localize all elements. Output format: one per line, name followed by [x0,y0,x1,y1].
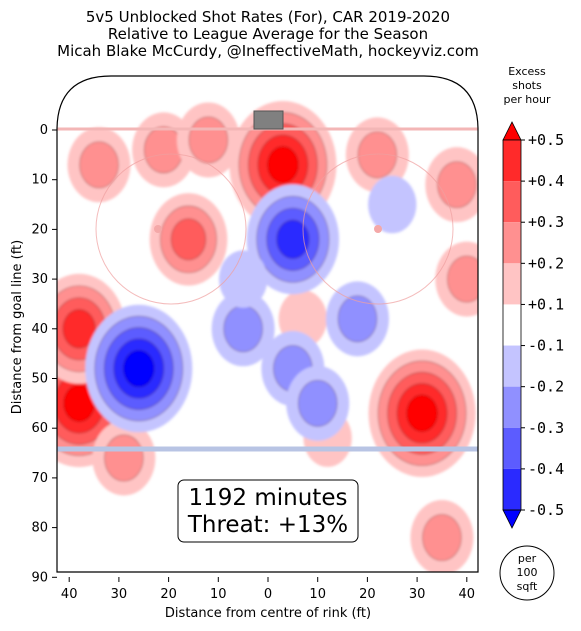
heatmap-contour [79,141,119,189]
heatmap-blobs [57,101,478,572]
plot-area [57,76,478,572]
unit-badge: per 100 sqft [499,545,555,601]
colorbar-band [503,263,521,305]
colorbar-title: Excess shots per hour [504,65,551,106]
y-tick-label: 40 [31,322,48,337]
heatmap-contour [357,131,398,179]
colorbar-band [503,181,521,223]
x-tick-label: 20 [160,587,177,602]
colorbar-min-arrow [502,509,522,529]
minutes-text: 1192 minutes [189,485,348,511]
colorbar-title-line-3: per hour [504,93,551,106]
threat-text: Threat: +13% [187,512,348,538]
colorbar-title-line-1: Excess [508,65,546,78]
heatmap-contour [104,434,144,482]
left-faceoff-circle [95,153,247,305]
x-tick-label: 10 [210,587,227,602]
colorbar-tick-label: -0.5 [528,501,564,519]
x-tick-label: 40 [61,587,78,602]
title-line-1: 5v5 Unblocked Shot Rates (For), CAR 2019… [86,8,450,26]
heatmap-contour [219,250,268,308]
y-axis-label: Distance from goal line (ft) [10,240,25,414]
colorbar-frame [502,139,522,511]
unit-circle [499,545,555,601]
colorbar-band [503,140,521,182]
right-faceoff-circle [302,153,454,305]
heatmap-contour [437,161,477,209]
unit-line-2: 100 [517,566,538,579]
y-axis-ticks: 0 10 20 30 40 50 60 70 80 90 [31,123,57,585]
colorbar-band [503,304,521,346]
y-tick-label: 70 [31,471,48,486]
y-tick-label: 60 [31,421,48,436]
heatmap-contour [123,349,155,388]
colorbar-band [503,427,521,469]
x-axis-label: Distance from centre of rink (ft) [165,606,371,621]
heatmap-contour [267,146,299,184]
heatmap-contour [406,394,438,432]
heatmap-contour [368,175,417,234]
colorbar-tick-label: -0.1 [528,337,564,355]
heatmap-contour [223,305,263,353]
x-tick-label: 30 [111,587,128,602]
x-tick-label: 40 [459,587,476,602]
colorbar-band [503,468,521,510]
colorbar-band [503,222,521,264]
y-tick-label: 30 [31,272,48,287]
colorbar-tick-label: -0.4 [528,460,564,478]
y-tick-label: 20 [31,222,48,237]
heatmap-contour [337,295,378,343]
rink-boards [56,75,479,573]
chart-title: 5v5 Unblocked Shot Rates (For), CAR 2019… [57,8,479,60]
heatmap-contour [62,309,96,349]
colorbar-tick-label: -0.3 [528,419,564,437]
colorbar-band [503,345,521,387]
colorbar-title-line-2: shots [512,79,542,92]
heatmap-contour [276,219,310,259]
y-tick-label: 90 [31,570,48,585]
colorbar: +0.5 +0.4 +0.3 +0.2 +0.1 -0.1 -0.2 -0.3 -0.4 -0.5 [502,121,564,529]
right-faceoff-dot [374,225,382,233]
heatmap-contour [188,116,229,164]
title-line-2: Relative to League Average for the Seaso… [108,25,428,43]
y-tick-label: 80 [31,521,48,536]
colorbar-tick-label: +0.1 [528,295,564,313]
heatmap-contour [422,514,462,562]
x-tick-label: 10 [309,587,326,602]
colorbar-tick-label: +0.3 [528,213,564,231]
unit-line-1: per [518,552,537,565]
title-line-3: Micah Blake McCurdy, @IneffectiveMath, h… [57,42,479,60]
heatmap-contour [297,379,338,427]
annotation-box [177,479,359,543]
heatmap-contour [447,255,478,303]
x-axis-ticks: 40 30 20 10 0 10 20 30 40 [61,577,475,602]
unit-line-3: sqft [517,580,538,593]
left-faceoff-dot [154,225,162,233]
y-tick-label: 50 [31,372,48,387]
colorbar-tick-label: +0.5 [528,131,564,149]
threat-annotation: 1192 minutes Threat: +13% [177,479,359,543]
heatmap-contour [170,218,207,261]
heatmap-contour [143,126,184,174]
colorbar-tick-label: -0.2 [528,378,564,396]
y-tick-label: 10 [31,173,48,188]
colorbar-tick-label: +0.4 [528,172,564,190]
colorbar-max-arrow [502,121,522,141]
goal-net [253,110,284,130]
x-tick-label: 0 [264,587,272,602]
y-tick-label: 0 [40,123,48,138]
x-tick-label: 30 [409,587,426,602]
x-tick-label: 20 [359,587,376,602]
colorbar-tick-label: +0.2 [528,254,564,272]
colorbar-band [503,386,521,428]
